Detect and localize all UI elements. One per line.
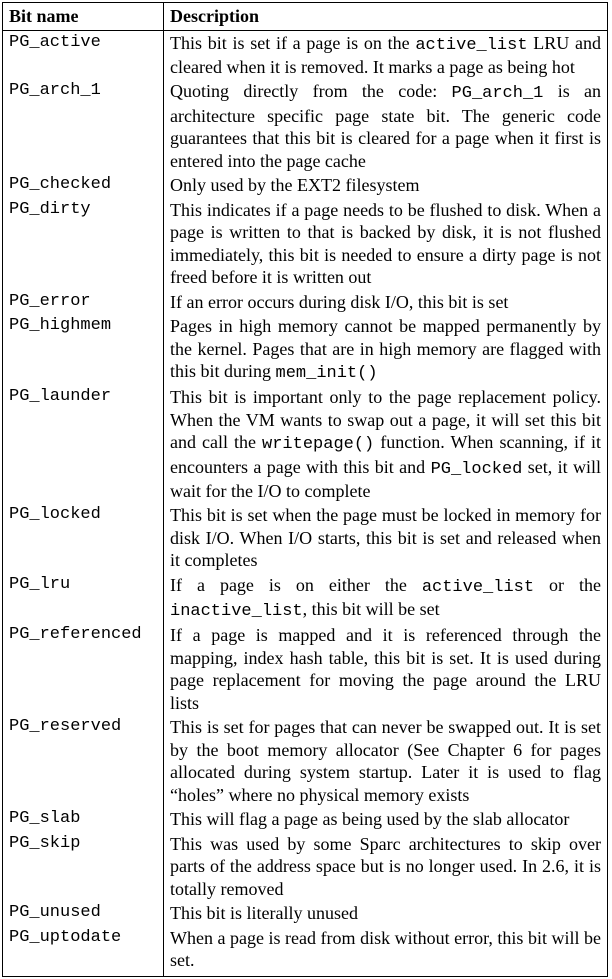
table-row: PG_activeThis bit is set if a page is on… (3, 30, 608, 79)
bit-name-cell: PG_arch_1 (3, 79, 164, 173)
description-cell: This was used by some Sparc architecture… (164, 832, 608, 902)
description-cell: If a page is on either the active_list o… (164, 573, 608, 624)
table-row: PG_reservedThis is set for pages that ca… (3, 715, 608, 807)
bit-name-cell: PG_active (3, 30, 164, 79)
description-cell: This bit is set when the page must be lo… (164, 503, 608, 573)
page-flags-table: Bit name Description PG_activeThis bit i… (2, 2, 608, 977)
description-cell: This bit is literally unused (164, 901, 608, 926)
description-cell: This indicates if a page needs to be flu… (164, 198, 608, 290)
header-bit-name: Bit name (3, 3, 164, 31)
table-row: PG_unusedThis bit is literally unused (3, 901, 608, 926)
bit-name-cell: PG_uptodate (3, 926, 164, 977)
bit-name-cell: PG_dirty (3, 198, 164, 290)
table-row: PG_skipThis was used by some Sparc archi… (3, 832, 608, 902)
table-row: PG_checkedOnly used by the EXT2 filesyst… (3, 173, 608, 198)
description-cell: Pages in high memory cannot be mapped pe… (164, 314, 608, 385)
description-cell: If a page is mapped and it is referenced… (164, 623, 608, 715)
description-cell: This will flag a page as being used by t… (164, 807, 608, 832)
description-cell: This is set for pages that can never be … (164, 715, 608, 807)
table-row: PG_arch_1Quoting directly from the code:… (3, 79, 608, 173)
table-row: PG_errorIf an error occurs during disk I… (3, 290, 608, 315)
bit-name-cell: PG_slab (3, 807, 164, 832)
bit-name-cell: PG_skip (3, 832, 164, 902)
description-cell: Only used by the EXT2 filesystem (164, 173, 608, 198)
bit-name-cell: PG_lru (3, 573, 164, 624)
table-row: PG_referencedIf a page is mapped and it … (3, 623, 608, 715)
header-description: Description (164, 3, 608, 31)
table-row: PG_dirtyThis indicates if a page needs t… (3, 198, 608, 290)
bit-name-cell: PG_reserved (3, 715, 164, 807)
table-row: PG_launderThis bit is important only to … (3, 385, 608, 503)
bit-name-cell: PG_launder (3, 385, 164, 503)
table-row: PG_slabThis will flag a page as being us… (3, 807, 608, 832)
bit-name-cell: PG_unused (3, 901, 164, 926)
description-cell: If an error occurs during disk I/O, this… (164, 290, 608, 315)
description-cell: This bit is important only to the page r… (164, 385, 608, 503)
table-row: PG_lockedThis bit is set when the page m… (3, 503, 608, 573)
description-cell: Quoting directly from the code: PG_arch_… (164, 79, 608, 173)
table-header-row: Bit name Description (3, 3, 608, 31)
bit-name-cell: PG_referenced (3, 623, 164, 715)
bit-name-cell: PG_highmem (3, 314, 164, 385)
bit-name-cell: PG_checked (3, 173, 164, 198)
table-row: PG_lruIf a page is on either the active_… (3, 573, 608, 624)
bit-name-cell: PG_locked (3, 503, 164, 573)
description-cell: When a page is read from disk without er… (164, 926, 608, 977)
bit-name-cell: PG_error (3, 290, 164, 315)
table-row: PG_highmemPages in high memory cannot be… (3, 314, 608, 385)
description-cell: This bit is set if a page is on the acti… (164, 30, 608, 79)
table-row: PG_uptodateWhen a page is read from disk… (3, 926, 608, 977)
